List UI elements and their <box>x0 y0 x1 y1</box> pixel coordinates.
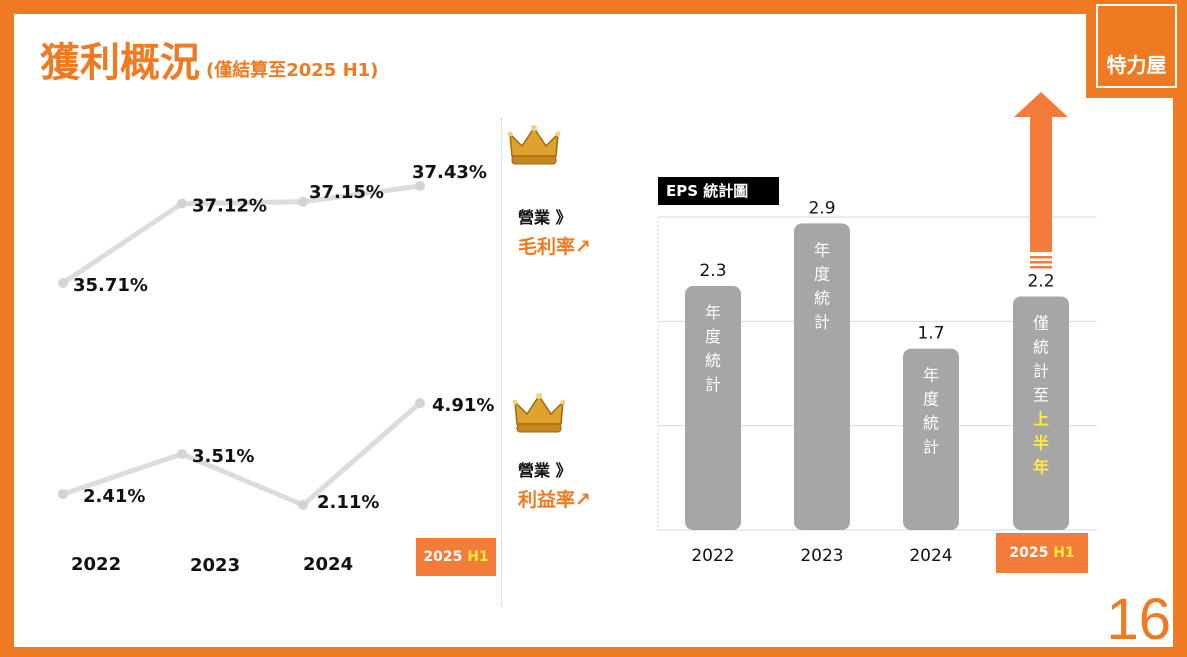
left-year-2024: 2024 <box>303 554 354 575</box>
eps-bar-2025 H1 <box>1013 296 1069 530</box>
gross-margin-point-2025 H1 <box>415 181 425 191</box>
crown-icon-body <box>509 126 559 157</box>
eps-category-label-2022: 2022 <box>691 546 734 566</box>
eps-value-label-2023: 2.9 <box>808 198 835 218</box>
operating-margin-label-2024: 2.11% <box>317 492 379 513</box>
eps-bar-text-2023: 計 <box>814 312 830 331</box>
eps-bar-text-2024: 年 <box>923 366 939 385</box>
logo-text: 特力屋 <box>1106 53 1167 77</box>
left-year-2023: 2023 <box>190 555 241 576</box>
right-badge-2025h1: 2025 H1 <box>996 533 1088 573</box>
eps-bar-text-2023: 年 <box>814 240 830 259</box>
left-badge-2025h1: 2025 H1 <box>416 538 496 576</box>
operating-margin-label-2023: 3.51% <box>192 446 254 467</box>
gross-margin-label-2025 H1: 37.43% <box>412 162 487 183</box>
gross-margin-point-2023 <box>177 198 187 209</box>
crown-icon-band <box>511 155 557 165</box>
operating-margin-point-2025 H1 <box>415 398 425 408</box>
operating-margin-label-2025 H1: 4.91% <box>432 395 494 416</box>
right-badge-half: H1 <box>1053 545 1075 561</box>
legend-gross-line1: 營業 》 <box>518 208 572 227</box>
eps-category-label-2023: 2023 <box>800 546 843 566</box>
operating-margin-series-line <box>62 401 422 508</box>
legend-operating-margin: 營業 》 利益率↗ <box>518 457 591 512</box>
gross-margin-point-2022 <box>58 278 68 288</box>
eps-category-label-2024: 2024 <box>909 546 952 566</box>
growth-arrow-head <box>1014 92 1068 117</box>
crown-icon <box>507 125 561 165</box>
section-divider <box>501 118 502 606</box>
eps-bar-text-2023: 統 <box>814 288 830 307</box>
growth-arrow-shaft <box>1030 116 1052 252</box>
eps-bar-text-2024: 度 <box>923 390 939 409</box>
left-year-2022: 2022 <box>71 554 122 575</box>
crown-icon-jewel-top <box>531 125 537 131</box>
operating-margin-label-2022: 2.41% <box>83 486 145 507</box>
eps-bar-2023 <box>794 223 850 530</box>
right-badge-year: 2025 <box>1009 545 1054 561</box>
crown-icon <box>512 393 566 433</box>
left-badge-half: H1 <box>467 549 489 565</box>
eps-bar-2024 <box>903 348 959 530</box>
eps-value-label-2025 H1: 2.2 <box>1027 271 1054 291</box>
legend-gross-margin: 營業 》 毛利率↗ <box>518 204 591 259</box>
eps-value-label-2022: 2.3 <box>699 261 726 281</box>
page-title: 獲利概況 (僅結算至2025 H1) <box>40 38 378 96</box>
eps-bar-text-2022: 計 <box>705 375 721 394</box>
eps-bar-text-2024: 計 <box>923 438 939 457</box>
gross-margin-point-2024 <box>298 196 308 207</box>
operating-margin-point-2024 <box>298 500 308 510</box>
gross-margin-label-2023: 37.12% <box>192 195 267 216</box>
eps-bar-text-2025 H1: 半 <box>1033 433 1049 452</box>
gross-margin-label-2024: 37.15% <box>309 182 384 203</box>
left-badge-year: 2025 <box>423 549 468 565</box>
legend-op-line1: 營業 》 <box>518 461 572 480</box>
eps-bar-text-2025 H1: 至 <box>1033 385 1049 404</box>
title-subtitle: (僅結算至2025 H1) <box>206 60 379 81</box>
operating-margin-point-2023 <box>177 449 187 459</box>
gross-margin-label-2022: 35.71% <box>73 275 148 296</box>
growth-arrow-icon <box>1014 92 1068 269</box>
eps-bar-text-2025 H1: 年 <box>1033 457 1049 476</box>
operating-margin-point-2022 <box>58 489 68 500</box>
eps-bar-text-2025 H1: 統 <box>1033 337 1049 356</box>
eps-bar-text-2024: 統 <box>923 414 939 433</box>
crown-icon-jewel-right <box>560 399 566 405</box>
eps-bar-text-2022: 統 <box>705 351 721 370</box>
title-text: 獲利概況 <box>40 40 200 86</box>
crown-icon-jewel-top <box>536 393 542 399</box>
eps-bar-text-2025 H1: 上 <box>1033 409 1049 428</box>
eps-chart-title: EPS 統計圖 <box>658 177 779 205</box>
eps-bar-2022 <box>685 286 741 530</box>
crown-icon-jewel-left <box>512 399 518 405</box>
crown-icon-jewel-left <box>507 131 513 137</box>
legend-op-line2: 利益率↗ <box>518 489 591 511</box>
crown-icon-band <box>516 423 562 433</box>
eps-value-label-2024: 1.7 <box>917 324 944 344</box>
page-number: 16 <box>1106 587 1171 652</box>
crown-icon-body <box>514 394 564 425</box>
growth-arrow-stripe <box>1030 266 1052 269</box>
legend-gross-line2: 毛利率↗ <box>518 236 591 258</box>
brand-logo: 特力屋 <box>1086 0 1187 98</box>
gross-margin-series-line <box>61 183 421 286</box>
logo-box: 特力屋 <box>1096 4 1177 88</box>
eps-bar-text-2022: 度 <box>705 327 721 346</box>
eps-bar-text-2025 H1: 計 <box>1033 361 1049 380</box>
eps-bar-text-2023: 度 <box>814 264 830 283</box>
growth-arrow-stripe <box>1030 261 1052 264</box>
eps-bar-text-2022: 年 <box>705 303 721 322</box>
crown-icon-jewel-right <box>555 131 561 137</box>
growth-arrow-stripe <box>1030 256 1052 259</box>
eps-bar-text-2025 H1: 僅 <box>1033 313 1049 332</box>
